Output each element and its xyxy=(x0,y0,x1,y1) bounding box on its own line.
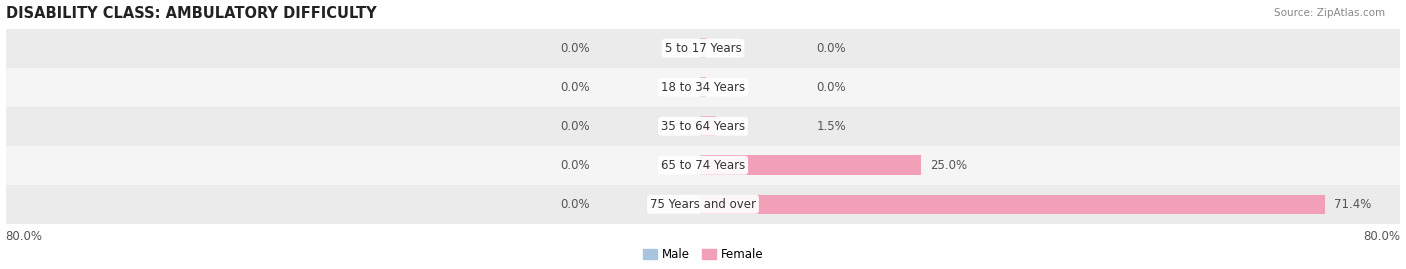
Text: 0.0%: 0.0% xyxy=(817,81,846,94)
Text: 0.0%: 0.0% xyxy=(560,42,589,55)
Text: 80.0%: 80.0% xyxy=(6,230,42,243)
Bar xyxy=(700,77,703,97)
Bar xyxy=(703,38,706,58)
Bar xyxy=(700,194,703,214)
Bar xyxy=(6,29,1400,68)
Text: 75 Years and over: 75 Years and over xyxy=(650,198,756,211)
Text: 65 to 74 Years: 65 to 74 Years xyxy=(661,159,745,172)
Bar xyxy=(700,38,703,58)
Bar xyxy=(700,116,703,136)
Text: 80.0%: 80.0% xyxy=(1364,230,1400,243)
Text: DISABILITY CLASS: AMBULATORY DIFFICULTY: DISABILITY CLASS: AMBULATORY DIFFICULTY xyxy=(6,6,377,20)
Text: 1.5%: 1.5% xyxy=(817,120,846,133)
Text: 5 to 17 Years: 5 to 17 Years xyxy=(665,42,741,55)
Text: 0.0%: 0.0% xyxy=(560,159,589,172)
Bar xyxy=(703,116,716,136)
Text: 0.0%: 0.0% xyxy=(560,120,589,133)
Bar xyxy=(703,194,1326,214)
Legend: Male, Female: Male, Female xyxy=(643,248,763,261)
Bar xyxy=(6,146,1400,185)
Bar xyxy=(703,77,706,97)
Text: 18 to 34 Years: 18 to 34 Years xyxy=(661,81,745,94)
Text: 25.0%: 25.0% xyxy=(929,159,967,172)
Text: 0.0%: 0.0% xyxy=(560,81,589,94)
Text: 71.4%: 71.4% xyxy=(1334,198,1372,211)
Text: 0.0%: 0.0% xyxy=(817,42,846,55)
Bar xyxy=(6,68,1400,107)
Bar xyxy=(6,107,1400,146)
Text: 0.0%: 0.0% xyxy=(560,198,589,211)
Bar xyxy=(6,185,1400,224)
Text: Source: ZipAtlas.com: Source: ZipAtlas.com xyxy=(1274,8,1385,18)
Bar xyxy=(700,155,703,175)
Text: 35 to 64 Years: 35 to 64 Years xyxy=(661,120,745,133)
Bar xyxy=(703,155,921,175)
